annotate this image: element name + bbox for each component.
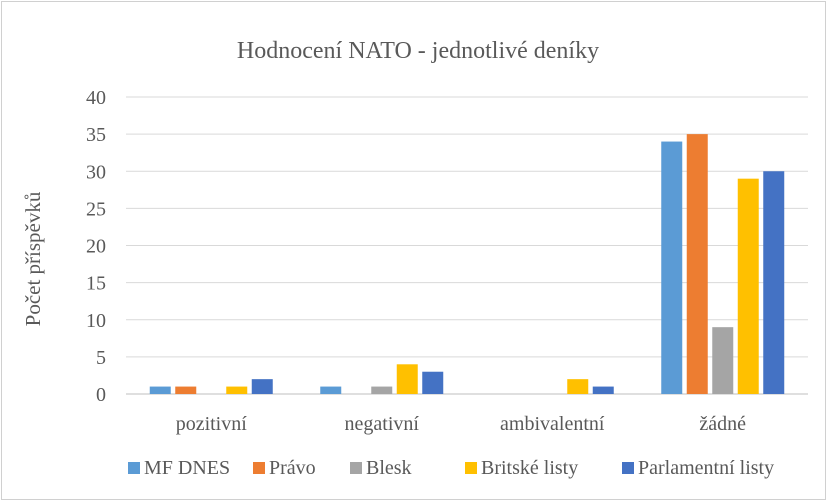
legend-item: Právo (253, 457, 316, 479)
bar (712, 327, 734, 394)
y-tick-label: 30 (86, 161, 106, 183)
x-tick-label: negativní (345, 413, 420, 435)
bar (661, 141, 683, 394)
bar (592, 386, 614, 394)
bars (149, 134, 785, 394)
legend-swatch (622, 462, 634, 474)
y-tick-label: 40 (86, 87, 106, 109)
bar (567, 379, 589, 394)
x-tick-label: pozitivní (176, 413, 248, 435)
legend-item: Britské listy (465, 457, 578, 479)
legend-label: Britské listy (481, 457, 578, 479)
legend-swatch (253, 462, 265, 474)
x-tick-labels: pozitivní negativní ambivalentní žádné (176, 413, 746, 435)
legend-label: Parlamentní listy (638, 457, 774, 479)
y-tick-label: 35 (86, 124, 106, 146)
bar (371, 386, 393, 394)
y-tick-labels: 0 5 10 15 20 25 30 35 40 (86, 87, 106, 406)
legend-swatch (465, 462, 477, 474)
legend-label: MF DNES (144, 457, 230, 479)
bar (422, 371, 444, 394)
bar (737, 178, 759, 394)
y-tick-label: 25 (86, 198, 106, 220)
legend-item: Blesk (350, 457, 412, 479)
bar (251, 379, 273, 394)
bar (686, 134, 708, 394)
y-tick-label: 20 (86, 236, 106, 258)
bar (226, 386, 248, 394)
legend: MF DNES Právo Blesk Britské listy Parlamentn… (128, 457, 774, 479)
bar (149, 386, 171, 394)
bar (396, 364, 418, 394)
y-tick-label: 0 (96, 384, 106, 406)
legend-item: MF DNES (128, 457, 230, 479)
legend-swatch (128, 462, 140, 474)
y-axis-label: Počet příspěvků (21, 191, 45, 326)
y-tick-label: 5 (96, 347, 106, 369)
bar (320, 386, 342, 394)
y-tick-label: 15 (86, 273, 106, 295)
legend-item: Parlamentní listy (622, 457, 774, 479)
legend-swatch (350, 462, 362, 474)
legend-label: Právo (269, 457, 316, 479)
bar (175, 386, 197, 394)
x-tick-label: ambivalentní (500, 413, 605, 435)
y-tick-label: 10 (86, 310, 106, 332)
x-tick-label: žádné (699, 413, 746, 435)
legend-label: Blesk (366, 457, 412, 479)
chart-title: Hodnocení NATO - jednotlivé deníky (237, 38, 599, 64)
bar (763, 171, 785, 394)
